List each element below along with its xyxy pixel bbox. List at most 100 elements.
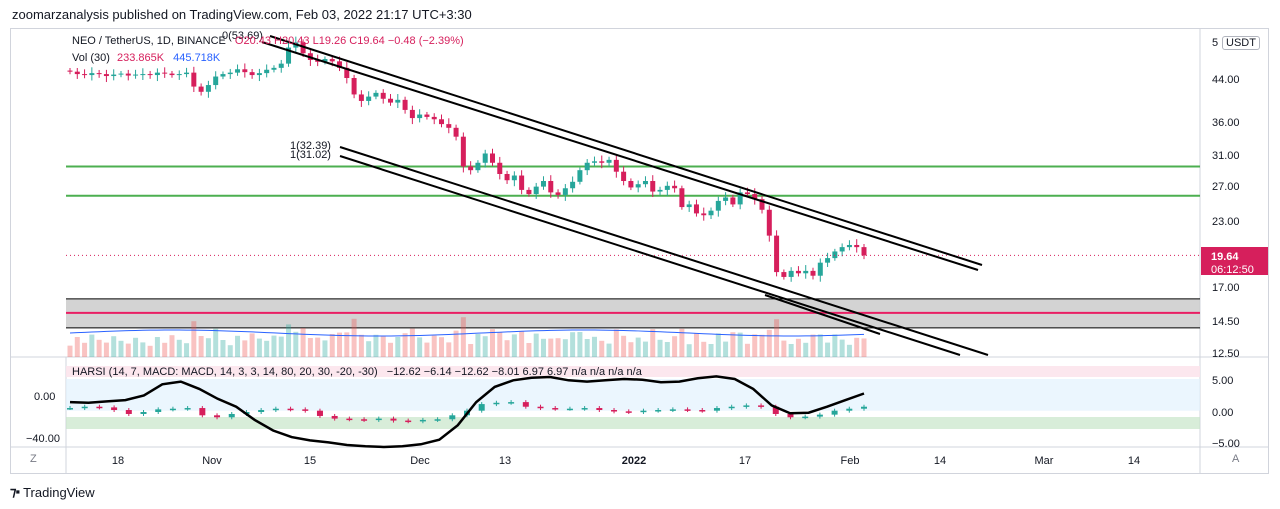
- candle-body: [519, 175, 525, 190]
- candle-body: [235, 69, 241, 73]
- volume-bar: [679, 328, 685, 357]
- candle-body: [439, 119, 445, 125]
- volume-bar: [424, 342, 430, 357]
- candle-body: [759, 199, 765, 210]
- candle-body: [839, 247, 845, 252]
- volume-bar: [395, 337, 401, 357]
- price-axis-label: 44.00: [1212, 74, 1240, 86]
- volume-bar: [402, 333, 408, 357]
- harsi-candle: [228, 413, 235, 418]
- harsi-candle: [361, 419, 368, 421]
- volume-bar: [154, 337, 160, 357]
- volume-bar: [846, 344, 852, 357]
- candle-body: [366, 96, 372, 101]
- volume-bar: [118, 340, 124, 357]
- harsi-label[interactable]: HARSI (14, 7, MACD: MACD, 14, 3, 3, 14, …: [72, 366, 378, 378]
- candle-body: [657, 189, 663, 192]
- harsi-candle: [96, 406, 103, 409]
- volume-bar: [672, 336, 678, 357]
- time-axis-label: 15: [304, 455, 316, 467]
- currency-badge[interactable]: USDT: [1222, 36, 1260, 50]
- harsi-candle: [449, 415, 456, 420]
- volume-bar: [664, 342, 670, 357]
- candle-body: [679, 188, 685, 208]
- candle-body: [723, 197, 729, 201]
- volume-bar: [730, 332, 736, 357]
- candle-body: [468, 166, 474, 171]
- harsi-candle: [125, 410, 132, 414]
- legend-line-1: NEO / TetherUS, 1D, BINANCE O20.43 H20.4…: [72, 35, 464, 47]
- legend-vol-label[interactable]: Vol (30): [72, 52, 110, 64]
- volume-bar: [96, 339, 102, 357]
- harsi-candle: [581, 408, 588, 410]
- candle-body: [810, 270, 816, 276]
- candle-body: [817, 262, 823, 276]
- volume-bar: [191, 321, 197, 357]
- volume-bar: [74, 337, 80, 357]
- harsi-candle: [743, 405, 750, 407]
- volume-bar: [227, 345, 233, 357]
- candle-body: [103, 74, 109, 77]
- harsi-candle: [566, 408, 573, 411]
- volume-bar: [220, 340, 226, 357]
- volume-bar: [380, 336, 386, 357]
- time-axis-label: Dec: [410, 455, 430, 467]
- harsi-candle: [596, 408, 603, 411]
- candle-body: [854, 244, 860, 248]
- volume-bar: [854, 337, 860, 357]
- harsi-candle: [640, 410, 647, 413]
- candle-body: [475, 162, 481, 171]
- fib-label-top: 0(53.69): [222, 30, 263, 42]
- volume-bar: [533, 333, 539, 357]
- volume-bar: [286, 324, 292, 357]
- harsi-candle: [478, 404, 485, 411]
- candle-body: [497, 162, 503, 174]
- candle-body: [337, 61, 343, 68]
- harsi-candle: [258, 410, 265, 412]
- candle-body: [825, 258, 831, 263]
- volume-bar: [599, 340, 605, 357]
- tradingview-brand[interactable]: ⁊▪ TradingView: [10, 484, 95, 500]
- candle-body: [154, 72, 160, 76]
- time-axis-label: 17: [739, 455, 751, 467]
- volume-bar: [300, 328, 306, 357]
- chart-frame: [10, 28, 1269, 474]
- legend-ohlc: O20.43 H20.43 L19.26 C19.64 −0.48 (−2.39…: [234, 35, 464, 47]
- volume-bar: [489, 329, 495, 357]
- harsi-candle: [169, 408, 176, 411]
- volume-bar: [621, 335, 627, 357]
- volume-bar: [591, 336, 597, 357]
- candle-body: [635, 184, 641, 188]
- candle-body: [322, 59, 328, 62]
- harsi-candle: [669, 409, 676, 411]
- harsi-legend: HARSI (14, 7, MACD: MACD, 14, 3, 3, 14, …: [72, 366, 642, 378]
- candle-body: [351, 78, 357, 95]
- candle-body: [584, 162, 590, 171]
- volume-bar: [242, 340, 248, 357]
- volume-bar: [256, 338, 262, 357]
- harsi-candle: [434, 419, 441, 421]
- candle-body: [344, 67, 350, 79]
- volume-bar: [650, 329, 656, 357]
- candle-body: [737, 192, 743, 205]
- volume-bar: [82, 342, 88, 357]
- harsi-candle: [405, 420, 412, 423]
- harsi-ob-zone: [66, 379, 1200, 411]
- auto-scale-z-button[interactable]: Z: [30, 453, 37, 465]
- candle-body: [424, 114, 430, 117]
- harsi-candle: [831, 410, 838, 415]
- harsi-axis-label: 0.00: [1212, 407, 1233, 419]
- harsi-candle: [346, 418, 353, 421]
- volume-bar: [744, 343, 750, 357]
- time-axis-label: 18: [112, 455, 124, 467]
- candle-body: [511, 175, 517, 181]
- volume-bar: [169, 335, 175, 357]
- candle-body: [672, 185, 678, 189]
- volume-bar: [409, 328, 415, 357]
- auto-scale-a-button[interactable]: A: [1232, 453, 1239, 465]
- candle-body: [621, 171, 627, 182]
- candle-body: [613, 159, 619, 172]
- volume-bar: [205, 338, 211, 357]
- legend-symbol[interactable]: NEO / TetherUS, 1D, BINANCE: [72, 35, 226, 47]
